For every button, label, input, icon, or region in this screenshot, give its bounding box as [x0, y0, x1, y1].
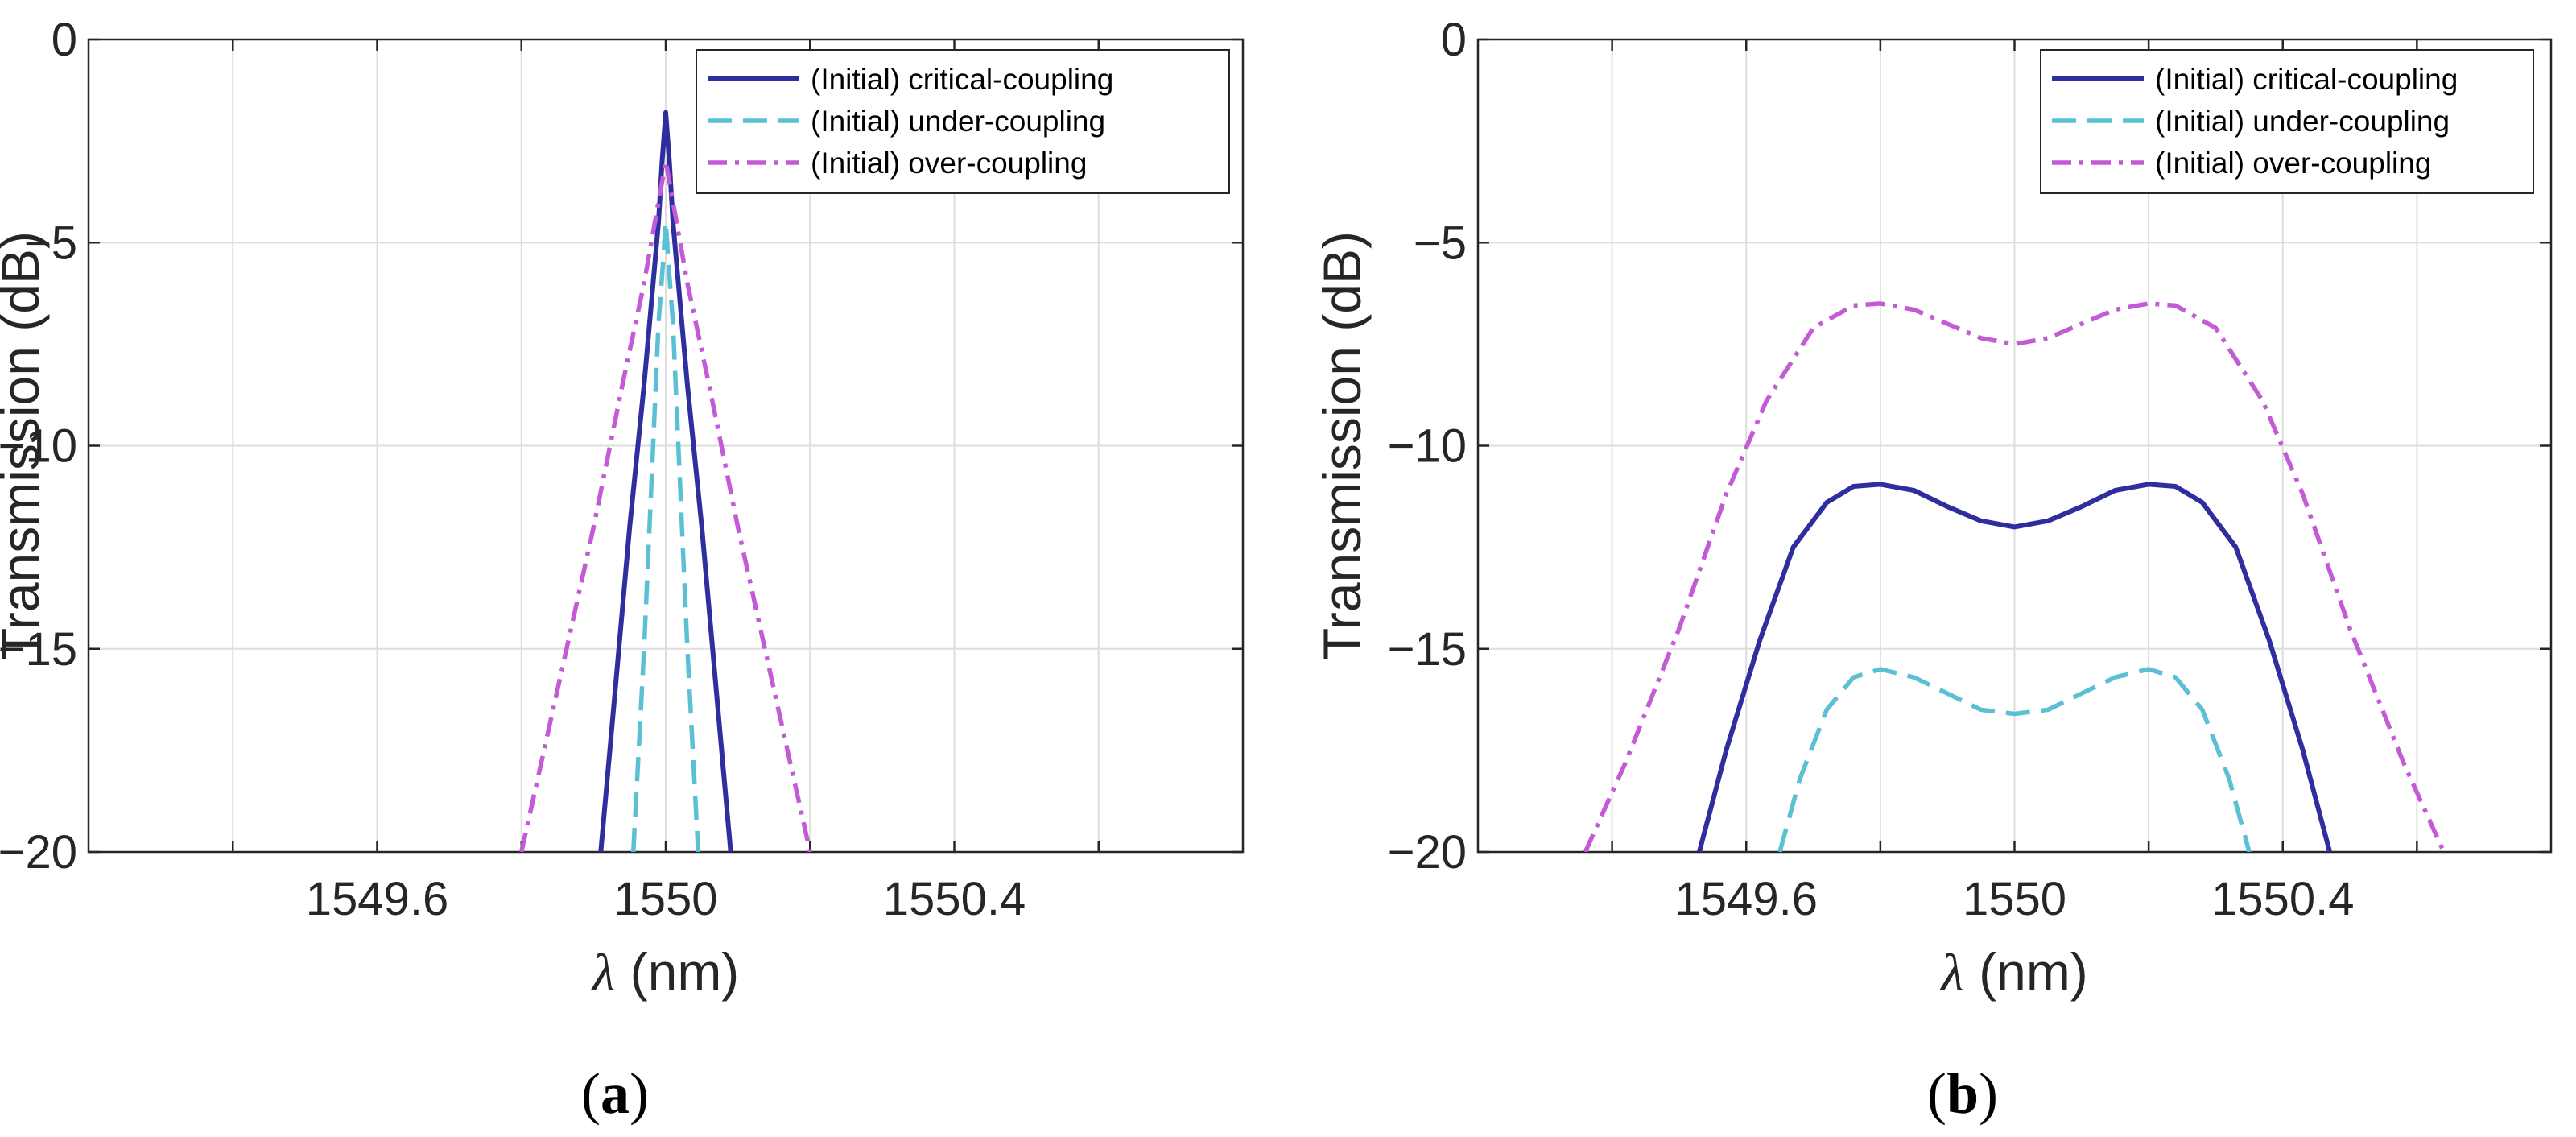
a-legend-label: (Initial) over-coupling	[811, 147, 1087, 180]
b-x-axis-label-symbol: λ	[1939, 944, 1964, 1003]
caption-b: (b)	[1927, 1061, 1998, 1126]
b-xtick-label: 1550	[1963, 873, 2066, 925]
b-ytick-label: −20	[1388, 826, 1467, 879]
b-series-line-dashdot	[1583, 301, 2446, 852]
a-x-axis-label-symbol: λ	[591, 944, 616, 1003]
a-xtick-label: 1549.6	[306, 873, 448, 925]
caption-a: (a)	[581, 1061, 649, 1126]
a-xtick-label: 1550	[613, 873, 717, 925]
panel-b: 1549.6 1550 1550.4 0 −5 −10 −15 −20 λ (nm) Transm…	[1312, 14, 2553, 1003]
panel-a: 1549.6 1550 1550.4 0 −5 −10 −15 −20 λ (nm) Transm…	[0, 14, 1245, 1003]
a-legend-label: (Initial) critical-coupling	[811, 63, 1113, 96]
b-series-group	[1583, 301, 2446, 852]
b-ytick-label: −10	[1388, 420, 1467, 473]
a-y-axis-label: Transmission (dB)	[0, 231, 50, 660]
caption-a-letter: a	[601, 1061, 630, 1126]
a-x-axis-label: λ (nm)	[591, 942, 740, 1003]
a-xtick-label: 1550.4	[883, 873, 1026, 925]
b-series-line-dashed	[1777, 667, 2252, 852]
a-ytick-label: −5	[24, 217, 77, 269]
b-x-axis-label: λ (nm)	[1939, 942, 2088, 1003]
caption-a-open-paren: (	[581, 1061, 601, 1126]
b-y-axis-label: Transmission (dB)	[1312, 231, 1372, 660]
caption-b-letter: b	[1946, 1061, 1979, 1126]
b-legend-label: (Initial) over-coupling	[2155, 147, 2431, 180]
b-x-axis-label-unit: (nm)	[1964, 942, 2088, 1002]
a-ytick-label: −10	[0, 420, 77, 473]
a-legend-label: (Initial) under-coupling	[811, 105, 1105, 138]
a-series-line-dashdot	[519, 159, 812, 852]
b-xtick-label: 1550.4	[2211, 873, 2354, 925]
a-series-group	[519, 110, 812, 852]
a-ytick-label: −15	[0, 623, 77, 676]
a-ytick-label: −20	[0, 826, 77, 879]
caption-a-close-paren: )	[630, 1061, 649, 1126]
b-legend-label: (Initial) under-coupling	[2155, 105, 2450, 138]
a-x-axis-label-unit: (nm)	[615, 942, 739, 1002]
b-ytick-label: −15	[1388, 623, 1467, 676]
b-xtick-label: 1549.6	[1675, 873, 1818, 925]
caption-b-close-paren: )	[1979, 1061, 1998, 1126]
b-ytick-label: −5	[1414, 217, 1467, 269]
a-series-line-solid	[598, 110, 733, 852]
a-ytick-label: 0	[52, 14, 77, 66]
b-series-line-solid	[1696, 482, 2333, 852]
caption-b-open-paren: (	[1927, 1061, 1946, 1126]
b-ytick-label: 0	[1441, 14, 1467, 66]
b-legend-label: (Initial) critical-coupling	[2155, 63, 2458, 96]
